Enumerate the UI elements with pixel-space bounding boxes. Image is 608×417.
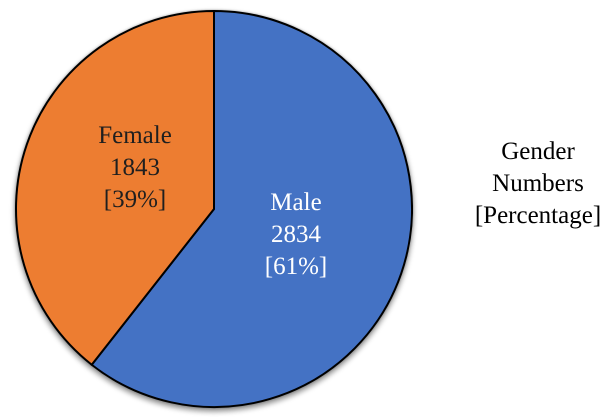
chart-title-line-1: Gender (501, 138, 575, 165)
pie-slice-male (90, 10, 413, 408)
chart-title-line-3: [Percentage] (474, 202, 602, 229)
chart-title-line-2: Numbers (492, 170, 584, 197)
chart-title: Gender Numbers [Percentage] (475, 136, 601, 232)
pie-slice-female (15, 10, 215, 366)
